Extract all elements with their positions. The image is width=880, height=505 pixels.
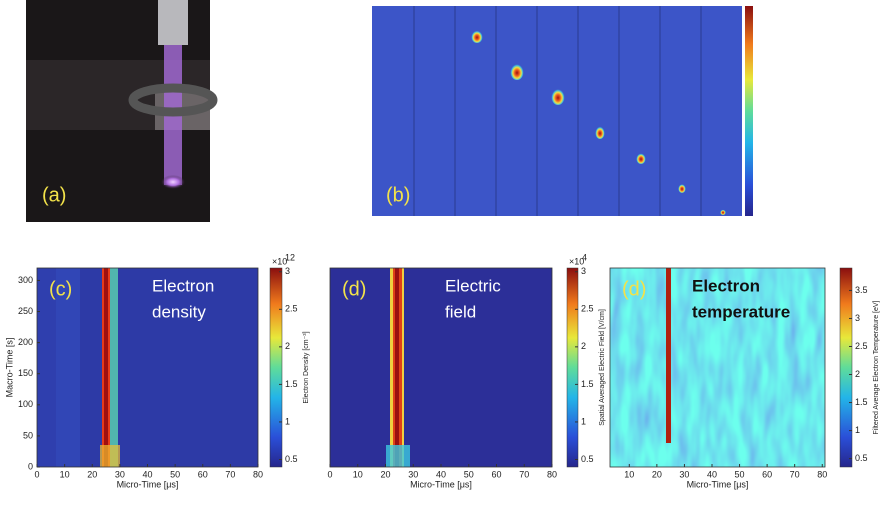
y-tick-label: 150 xyxy=(18,368,33,378)
x-tick-label: 70 xyxy=(790,469,800,479)
plot-frame xyxy=(609,267,826,468)
y-tick-label: 200 xyxy=(18,337,33,347)
x-tick-label: 30 xyxy=(679,469,689,479)
x-tick-label: 10 xyxy=(353,469,363,479)
plot: (d) Electric field 0 10 20 30 40 50 60 70 80 Micro-T… xyxy=(327,252,605,489)
y-tick-label: 100 xyxy=(18,399,33,409)
colorbar-tick-label: 1 xyxy=(581,416,586,426)
panel-label: (a) xyxy=(42,184,66,206)
colorbar-exponent: 4 xyxy=(582,252,587,262)
colorbar-tick-label: 0.5 xyxy=(855,453,868,463)
x-tick-label: 20 xyxy=(87,469,97,479)
colorbar-tick-label: 3.5 xyxy=(855,285,868,295)
x-tick-label: 70 xyxy=(519,469,529,479)
x-tick-label: 10 xyxy=(624,469,634,479)
x-tick-label: 40 xyxy=(707,469,717,479)
panel-label: (b) xyxy=(386,184,410,206)
x-axis-label: Micro-Time [μs] xyxy=(410,479,472,489)
plot: (d) Electron temperature 10 20 30 40 50 60 70 80 Mi… xyxy=(609,267,880,489)
colorbar-tick-label: 2 xyxy=(581,341,586,351)
colorbar-tick-label: 2 xyxy=(855,369,860,379)
x-tick-label: 20 xyxy=(652,469,662,479)
colorbar-tick-label: 2.5 xyxy=(581,304,594,314)
x-tick-label: 40 xyxy=(142,469,152,479)
x-axis-label: Micro-Time [μs] xyxy=(687,479,749,489)
colorbar-tick-label: 0.5 xyxy=(285,454,298,464)
colorbar-tick-label: 1.5 xyxy=(285,379,298,389)
colorbar-tick-label: 2 xyxy=(285,341,290,351)
colorbar xyxy=(745,6,753,216)
nozzle xyxy=(158,0,188,45)
colorbar-multiplier: ×10 xyxy=(272,256,287,266)
x-tick-label: 60 xyxy=(762,469,772,479)
panel-label: (d) xyxy=(622,278,646,300)
colorbar-tick-label: 2.5 xyxy=(855,341,868,351)
y-tick-label: 50 xyxy=(23,430,33,440)
x-axis-label: Micro-Time [μs] xyxy=(117,479,179,489)
colorbar-exponent: 12 xyxy=(285,252,295,262)
colorbar-tick-label: 1 xyxy=(855,425,860,435)
x-tick-label: 0 xyxy=(327,469,332,479)
panel-label: (d) xyxy=(342,278,366,300)
colorbar xyxy=(839,267,853,468)
x-tick-label: 30 xyxy=(115,469,125,479)
colorbar-tick-label: 1 xyxy=(285,416,290,426)
colorbar xyxy=(566,267,579,468)
colorbar-label: Electron Density [cm⁻³] xyxy=(303,331,310,403)
y-tick-label: 250 xyxy=(18,306,33,316)
x-tick-label: 50 xyxy=(464,469,474,479)
x-tick-label: 80 xyxy=(253,469,263,479)
x-tick-label: 30 xyxy=(408,469,418,479)
colorbar-tick-label: 1.5 xyxy=(855,397,868,407)
x-tick-label: 10 xyxy=(60,469,70,479)
colorbar-label: Spatial Averaged Electric Field [V/cm] xyxy=(599,309,606,426)
x-tick-label: 80 xyxy=(547,469,557,479)
colorbar-tick-label: 3 xyxy=(581,266,586,276)
colorbar xyxy=(269,267,283,468)
annotation: field xyxy=(445,302,476,321)
annotation: density xyxy=(152,302,206,321)
heatmap-c xyxy=(37,268,258,467)
heatmap-e xyxy=(610,268,825,467)
x-tick-label: 50 xyxy=(735,469,745,479)
annotation: Electron xyxy=(692,276,760,295)
heatmap-d xyxy=(330,268,552,467)
x-tick-label: 60 xyxy=(491,469,501,479)
y-tick-label: 0 xyxy=(28,461,33,471)
colorbar-tick-label: 3 xyxy=(285,266,290,276)
x-tick-label: 70 xyxy=(225,469,235,479)
colorbar-multiplier: ×10 xyxy=(569,256,584,266)
x-tick-label: 50 xyxy=(170,469,180,479)
colorbar-tick-label: 3 xyxy=(855,313,860,323)
y-tick-label: 300 xyxy=(18,275,33,285)
frames xyxy=(372,6,742,216)
panel-label: (c) xyxy=(49,278,72,300)
colorbar-tick-label: 1.5 xyxy=(581,379,594,389)
x-tick-label: 60 xyxy=(198,469,208,479)
annotation: Electron xyxy=(152,276,214,295)
colorbar-tick-label: 2.5 xyxy=(285,304,298,314)
colorbar-tick-label: 0.5 xyxy=(581,454,594,464)
x-tick-label: 80 xyxy=(817,469,827,479)
jet-tip xyxy=(161,175,185,189)
photo-panel: (a) xyxy=(26,0,218,222)
x-tick-label: 20 xyxy=(380,469,390,479)
camera-panel: (b) xyxy=(372,6,753,216)
annotation: temperature xyxy=(692,302,790,321)
colorbar-label: Filtered Average Electron Temperature [e… xyxy=(873,300,880,434)
annotation: Electric xyxy=(445,276,501,295)
x-tick-label: 40 xyxy=(436,469,446,479)
ring xyxy=(128,83,218,117)
x-tick-label: 0 xyxy=(34,469,39,479)
y-axis-label: Macro-Time [s] xyxy=(4,338,14,398)
